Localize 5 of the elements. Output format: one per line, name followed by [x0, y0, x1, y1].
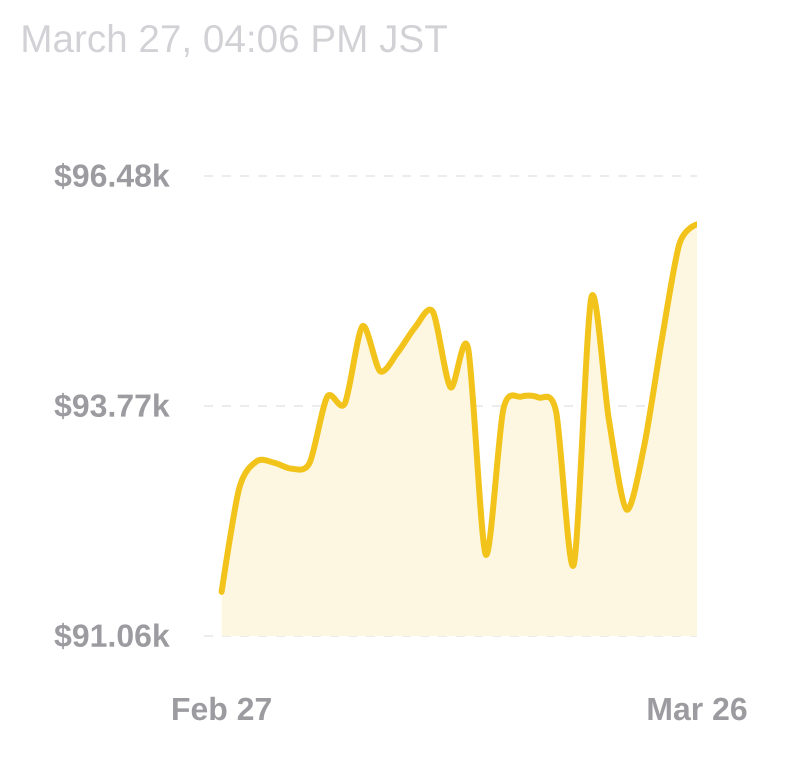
y-tick-label: $93.77k — [54, 392, 170, 420]
x-tick-label: Mar 26 — [648, 698, 746, 720]
y-tick-label: $96.48k — [54, 162, 170, 190]
y-tick-label: $91.06k — [54, 622, 170, 650]
x-tick-label: Feb 27 — [173, 696, 271, 720]
